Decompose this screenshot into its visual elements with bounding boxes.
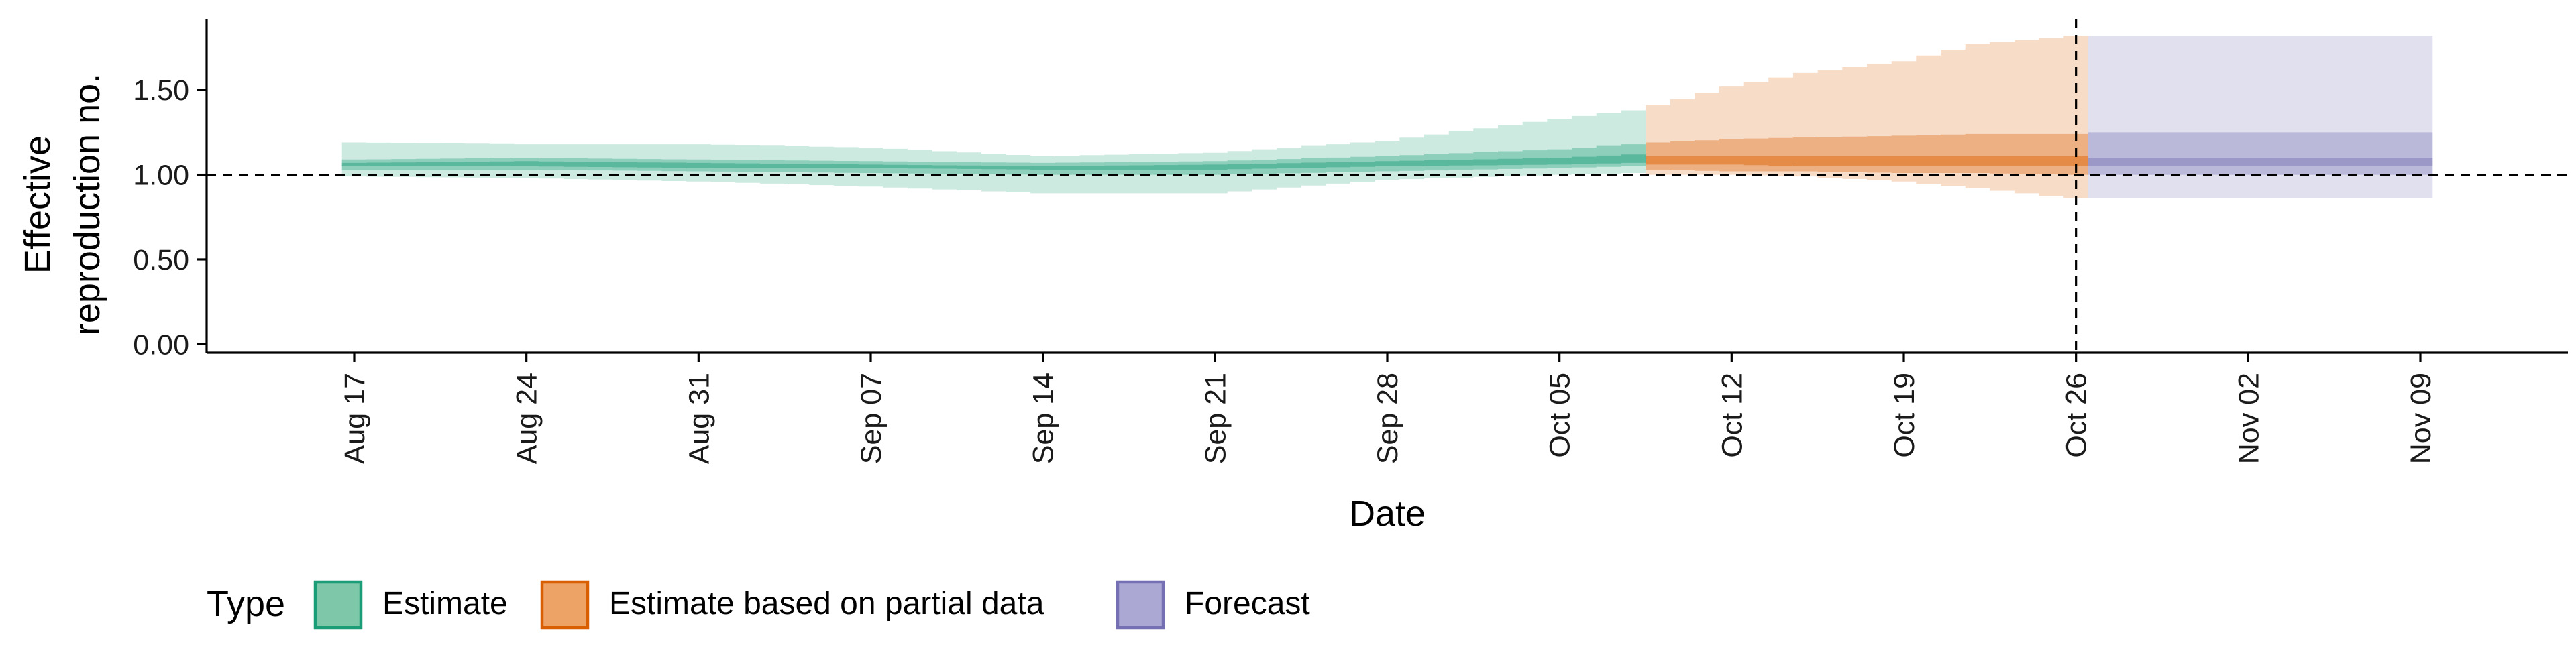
series-0 [341,110,1646,194]
y-tick-label: 0.50 [133,244,189,276]
x-tick-label: Nov 09 [2405,373,2437,464]
band-2-90pct [2088,36,2433,198]
legend-label: Estimate based on partial data [609,586,1044,622]
legend-item-1: Estimate based on partial data [540,580,1044,630]
y-tick-label: 0.00 [133,329,189,361]
band-2-50pct [2088,132,2433,175]
x-tick-label: Oct 26 [2061,373,2093,458]
axes-layer: 0.00 0.50 1.00 1.50 Aug 17 Aug 24 Aug 31 Sep 07… [17,19,2568,534]
y-axis-title-line-1: Effective [17,135,58,274]
series-1 [1646,36,2088,198]
band-0-90pct [341,110,1646,194]
legend-item-0: Estimate [313,580,508,630]
x-tick-label: Sep 14 [1028,373,1060,464]
band-2-20pct [2088,158,2433,166]
band-1-20pct [1646,156,2088,166]
x-tick-label: Oct 19 [1888,373,1921,458]
legend-title: Type [207,584,285,624]
x-tick-label: Nov 02 [2233,373,2265,464]
x-tick-label: Aug 31 [683,373,715,464]
reference-lines-layer [207,19,2568,353]
x-tick-label: Sep 28 [1372,373,1404,464]
x-tick-label: Aug 17 [339,373,371,464]
x-tick-label: Sep 21 [1199,373,1232,464]
band-0-50pct [341,144,1646,175]
legend-key [1116,580,1165,630]
y-tick-label: 1.00 [133,160,189,192]
x-tick-label: Oct 12 [1716,373,1748,458]
legend-key [313,580,363,630]
series-2 [2088,36,2433,198]
band-0-20pct [341,154,1646,170]
x-tick-label: Sep 07 [855,373,888,464]
y-axis-title-line-2: reproduction no. [67,74,107,335]
band-1-90pct [1646,36,2088,198]
legend-key [540,580,590,630]
x-tick-label: Aug 24 [511,373,543,464]
legend: Type Estimate Estimate based on partial da… [207,580,1310,630]
bands-layer [341,36,2433,198]
x-tick-label: Oct 05 [1544,373,1576,458]
legend-item-2: Forecast [1116,580,1310,630]
band-1-50pct [1646,133,2088,175]
x-axis-title: Date [1349,493,1426,534]
legend-label: Estimate [382,586,508,622]
legend-label: Forecast [1185,586,1310,622]
y-tick-label: 1.50 [133,74,189,107]
